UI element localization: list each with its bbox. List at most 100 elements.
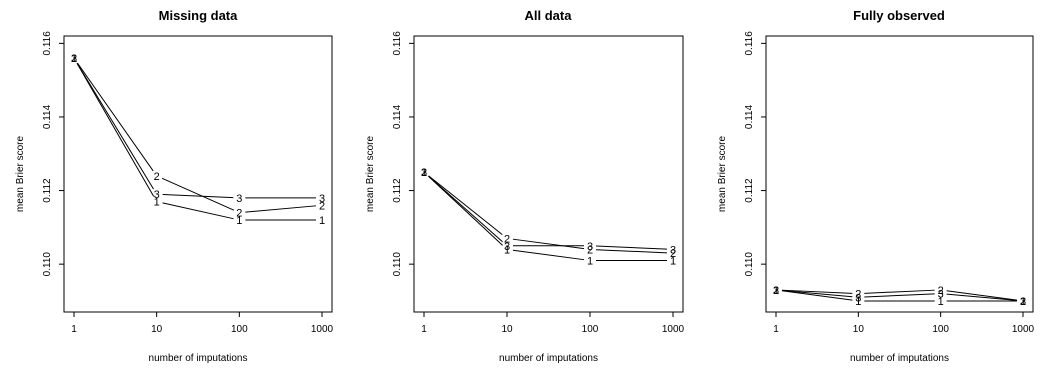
x-axis-label: number of imputations xyxy=(149,353,248,364)
data-point-label: 1 xyxy=(504,244,510,256)
series-1: 1 1 1 1 xyxy=(421,167,676,267)
series-2-segment xyxy=(946,290,1018,301)
data-point-label: 3 xyxy=(319,193,325,205)
series-3: 3 3 3 3 xyxy=(71,53,325,205)
series-1: 1 1 1 1 xyxy=(773,285,1026,308)
y-axis-label: mean Brier score xyxy=(365,135,376,212)
series-2-segment xyxy=(864,289,935,294)
y-tick-label: 0.116 xyxy=(744,31,755,56)
series-2-segment xyxy=(245,205,317,213)
series-2: 2 2 2 2 xyxy=(71,53,325,220)
data-point-label: 1 xyxy=(773,285,779,297)
data-point-label: 3 xyxy=(154,189,160,201)
series-2-segment xyxy=(595,249,668,254)
series-3-segment xyxy=(76,62,154,190)
data-point-label: 1 xyxy=(855,296,861,308)
series-1-segment xyxy=(76,63,155,197)
data-point-label: 2 xyxy=(670,248,676,260)
chart-title: All data xyxy=(525,8,573,23)
plot-frame xyxy=(413,35,684,313)
series-3-segment xyxy=(864,293,935,298)
data-point-label: 2 xyxy=(421,167,427,179)
chart-title: Fully observed xyxy=(853,8,945,23)
data-point-label: 2 xyxy=(587,244,593,256)
y-tick-label: 0.110 xyxy=(392,252,403,277)
x-tick-label: 1000 xyxy=(662,324,685,335)
data-point-label: 3 xyxy=(1020,296,1026,308)
data-point-label: 3 xyxy=(587,241,593,253)
series-1-segment xyxy=(781,290,853,301)
series-3: 3 3 3 3 xyxy=(773,285,1026,308)
data-point-label: 1 xyxy=(938,296,944,308)
data-point-label: 2 xyxy=(236,208,242,220)
series-2-segment xyxy=(428,175,503,236)
series-2-segment xyxy=(161,177,235,211)
x-tick-label: 1 xyxy=(773,324,779,335)
data-point-label: 1 xyxy=(236,215,242,227)
x-tick-label: 1000 xyxy=(1012,324,1035,335)
series-1-segment xyxy=(512,249,585,261)
series-1-segment xyxy=(162,202,234,220)
chart-panel-2: All data 0.110 0.112 0.114 0.116 1 10 100 1000 nu… xyxy=(365,8,685,364)
data-point-label: 2 xyxy=(855,289,861,301)
data-point-label: 2 xyxy=(319,200,325,212)
data-point-label: 3 xyxy=(773,285,779,297)
chart-panel-3: Fully observed 0.110 0.112 0.114 0.116 1 10 100… xyxy=(717,8,1035,364)
y-axis-label: mean Brier score xyxy=(15,135,26,212)
data-point-label: 1 xyxy=(670,255,676,267)
plot-frame xyxy=(63,35,333,313)
series-2-segment xyxy=(77,62,154,172)
data-point-label: 2 xyxy=(938,285,944,297)
y-tick-label: 0.116 xyxy=(392,31,403,56)
data-point-label: 3 xyxy=(504,241,510,253)
chart-title: Missing data xyxy=(159,8,239,23)
series-2-segment xyxy=(512,238,585,250)
series-2: 2 2 2 2 xyxy=(773,285,1026,308)
data-point-label: 3 xyxy=(855,292,861,304)
y-tick-label: 0.112 xyxy=(744,178,755,203)
series-1-segment xyxy=(428,175,503,246)
x-tick-label: 10 xyxy=(853,324,865,335)
data-point-label: 3 xyxy=(938,289,944,301)
data-point-label: 1 xyxy=(1020,296,1026,308)
series-2-segment xyxy=(781,289,853,294)
series-3-segment xyxy=(595,245,668,250)
data-point-label: 1 xyxy=(154,197,160,209)
x-tick-label: 100 xyxy=(582,324,599,335)
y-tick-label: 0.114 xyxy=(42,104,53,129)
data-point-label: 2 xyxy=(1020,296,1026,308)
series-3-segment xyxy=(946,293,1018,301)
x-axis-label: number of imputations xyxy=(499,353,598,364)
data-point-label: 3 xyxy=(421,167,427,179)
data-point-label: 1 xyxy=(421,167,427,179)
y-axis-label: mean Brier score xyxy=(717,135,728,212)
x-tick-label: 100 xyxy=(231,324,248,335)
y-tick-label: 0.110 xyxy=(744,252,755,277)
y-tick-label: 0.110 xyxy=(42,252,53,277)
series-3: 3 3 3 3 xyxy=(421,167,676,256)
data-point-label: 2 xyxy=(773,285,779,297)
chart-panel-1: Missing data 0.110 0.112 0.114 0.116 1 10 100 10… xyxy=(15,8,334,364)
plot-frame xyxy=(765,35,1034,313)
y-tick-label: 0.116 xyxy=(42,31,53,56)
data-point-label: 1 xyxy=(71,53,77,65)
data-point-label: 1 xyxy=(587,255,593,267)
x-tick-label: 1000 xyxy=(311,324,334,335)
series-3-segment xyxy=(162,194,234,199)
data-point-label: 1 xyxy=(319,215,325,227)
y-tick-label: 0.114 xyxy=(744,104,755,129)
data-point-label: 2 xyxy=(154,171,160,183)
data-point-label: 2 xyxy=(504,233,510,245)
data-point-label: 3 xyxy=(71,53,77,65)
x-tick-label: 10 xyxy=(151,324,163,335)
series-3-segment xyxy=(428,175,503,243)
x-tick-label: 100 xyxy=(932,324,949,335)
data-point-label: 2 xyxy=(71,53,77,65)
data-point-label: 3 xyxy=(670,244,676,256)
x-tick-label: 1 xyxy=(71,324,77,335)
series-2: 2 2 2 2 xyxy=(421,167,676,260)
data-point-label: 3 xyxy=(236,193,242,205)
x-tick-label: 1 xyxy=(421,324,427,335)
